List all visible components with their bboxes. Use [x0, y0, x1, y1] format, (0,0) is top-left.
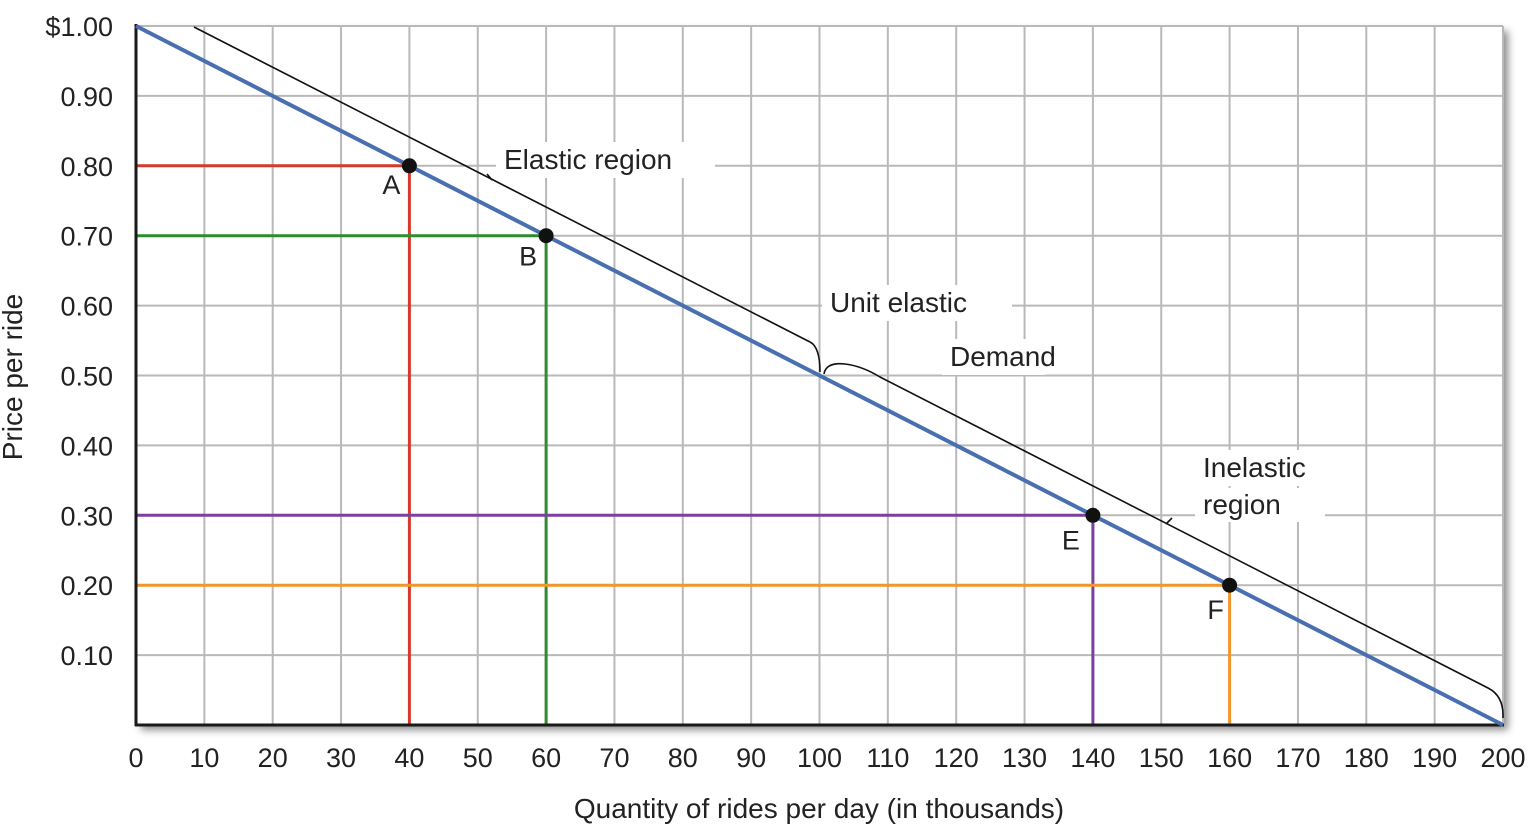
- x-tick-label: 190: [1412, 743, 1457, 773]
- elastic-region-label: Elastic region: [504, 144, 672, 175]
- inelastic-bracket: [823, 362, 1504, 719]
- x-tick-label: 130: [1002, 743, 1047, 773]
- x-tick-label: 40: [394, 743, 424, 773]
- inelastic-label-line1: Inelastic: [1203, 452, 1306, 483]
- annotations: Elastic region Unit elastic Demand Inelasti…: [496, 142, 1342, 522]
- x-tick-label: 30: [326, 743, 356, 773]
- x-tick-label: 140: [1070, 743, 1115, 773]
- demand-series: [135, 24, 1504, 727]
- axes: [134, 24, 1504, 727]
- x-tick-label: 120: [934, 743, 979, 773]
- y-tick-label: 0.70: [60, 222, 113, 252]
- inelastic-label-line2: region: [1203, 489, 1281, 520]
- x-tick-label: 20: [258, 743, 288, 773]
- point-label-E: E: [1062, 525, 1080, 555]
- x-tick-label: 0: [128, 743, 143, 773]
- x-tick-label: 70: [599, 743, 629, 773]
- unit-elastic-label: Unit elastic: [830, 287, 967, 318]
- inelastic-label-line1-backing: [1195, 450, 1342, 486]
- y-tick-label: 0.80: [60, 152, 113, 182]
- elastic-region-label-backing: [496, 142, 715, 178]
- elastic-bracket: [193, 26, 821, 373]
- point-A: [401, 158, 417, 174]
- demand-label: Demand: [950, 341, 1056, 372]
- y-tick-label: 0.90: [60, 82, 113, 112]
- unit-elastic-label-backing: [822, 285, 1012, 321]
- x-tick-label: 180: [1344, 743, 1389, 773]
- x-tick-label: 90: [736, 743, 766, 773]
- x-tick-label: 150: [1139, 743, 1184, 773]
- point-label-A: A: [382, 170, 400, 200]
- demand-line: [135, 24, 1504, 727]
- region-brackets: [193, 26, 1504, 719]
- x-tick-label: 80: [668, 743, 698, 773]
- inelastic-bracket-tip: [1165, 517, 1173, 525]
- x-tick-label: 160: [1207, 743, 1252, 773]
- elastic-bracket-tip: [486, 173, 493, 181]
- x-tick-label: 60: [531, 743, 561, 773]
- y-tick-label: 0.60: [60, 292, 113, 322]
- point-B: [538, 228, 554, 244]
- y-axis-title: Price per ride: [0, 294, 28, 461]
- x-tick-label: 200: [1480, 743, 1525, 773]
- point-label-F: F: [1207, 595, 1224, 625]
- data-points: A B E F: [382, 158, 1238, 625]
- y-tick-label: 0.20: [60, 571, 113, 601]
- demand-label-backing: [942, 339, 1045, 375]
- x-axis-title: Quantity of rides per day (in thousands): [574, 793, 1064, 824]
- y-tick-labels: $1.00 0.90 0.80 0.70 0.60 0.50 0.40 0.30 0.20 0.1…: [45, 12, 113, 671]
- x-tick-labels: 0 10 20 30 40 50 60 70 80 90 100 110 120 130 140 150 160…: [128, 743, 1525, 773]
- point-F: [1222, 577, 1238, 593]
- y-tick-label: 0.40: [60, 431, 113, 461]
- x-tick-label: 110: [866, 743, 909, 773]
- x-tick-label: 10: [189, 743, 219, 773]
- y-tick-label: $1.00: [45, 12, 113, 42]
- inelastic-label-line2-backing: [1195, 488, 1325, 522]
- y-tick-label: 0.30: [60, 501, 113, 531]
- x-tick-label: 170: [1275, 743, 1320, 773]
- point-label-B: B: [519, 242, 537, 272]
- y-tick-label: 0.10: [60, 641, 113, 671]
- guide-lines: [136, 164, 1232, 725]
- x-tick-label: 100: [797, 743, 842, 773]
- point-E: [1085, 507, 1101, 523]
- y-tick-label: 0.50: [60, 362, 113, 392]
- x-tick-label: 50: [463, 743, 493, 773]
